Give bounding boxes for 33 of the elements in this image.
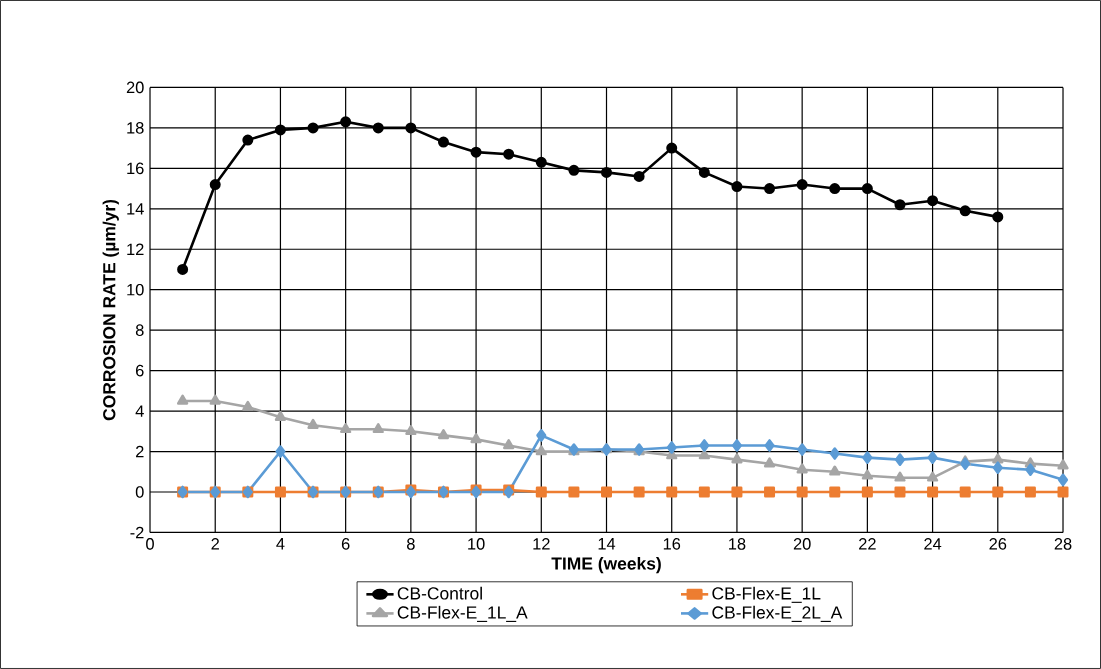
x-axis-title: TIME (weeks) [551, 556, 661, 574]
legend-label: CB-Flex-E_1L [712, 586, 821, 603]
x-tick-label: 4 [276, 538, 285, 550]
legend-label: CB-Flex-E_2L_A [712, 605, 843, 622]
x-tick-label: 14 [598, 538, 616, 550]
x-tick-label: 22 [859, 538, 876, 550]
x-tick-label: 8 [407, 538, 415, 550]
y-tick-label: -2 [130, 526, 144, 539]
y-tick-label: 14 [127, 203, 144, 215]
x-tick-label: 16 [663, 538, 681, 550]
x-tick-label: 28 [1054, 538, 1072, 550]
x-tick-label: 10 [468, 538, 485, 550]
y-tick-label: 12 [127, 243, 144, 255]
y-tick-label: 6 [136, 364, 144, 377]
y-tick-label: 16 [127, 162, 144, 175]
x-tick-label: 26 [989, 538, 1007, 550]
y-tick-label: 18 [127, 122, 144, 134]
x-tick-label: 18 [729, 538, 746, 550]
x-tick-label: 0 [146, 538, 154, 550]
x-tick-label: 6 [341, 538, 350, 550]
legend-label: CB-Flex-E_1L_A [397, 605, 528, 622]
x-tick-label: 12 [533, 538, 550, 550]
x-tick-label: 20 [793, 538, 811, 550]
x-tick-label: 24 [924, 538, 942, 550]
y-tick-label: 20 [126, 81, 144, 94]
legend-label: CB-Control [397, 586, 482, 600]
y-tick-label: 8 [135, 324, 144, 336]
y-tick-label: 10 [127, 283, 144, 296]
x-tick-label: 2 [211, 538, 219, 550]
y-tick-label: 0 [135, 486, 144, 498]
y-axis-title: CORROSION RATE (µm/yr) [102, 199, 119, 421]
y-tick-label: 2 [136, 445, 144, 458]
y-tick-label: 4 [135, 405, 144, 417]
